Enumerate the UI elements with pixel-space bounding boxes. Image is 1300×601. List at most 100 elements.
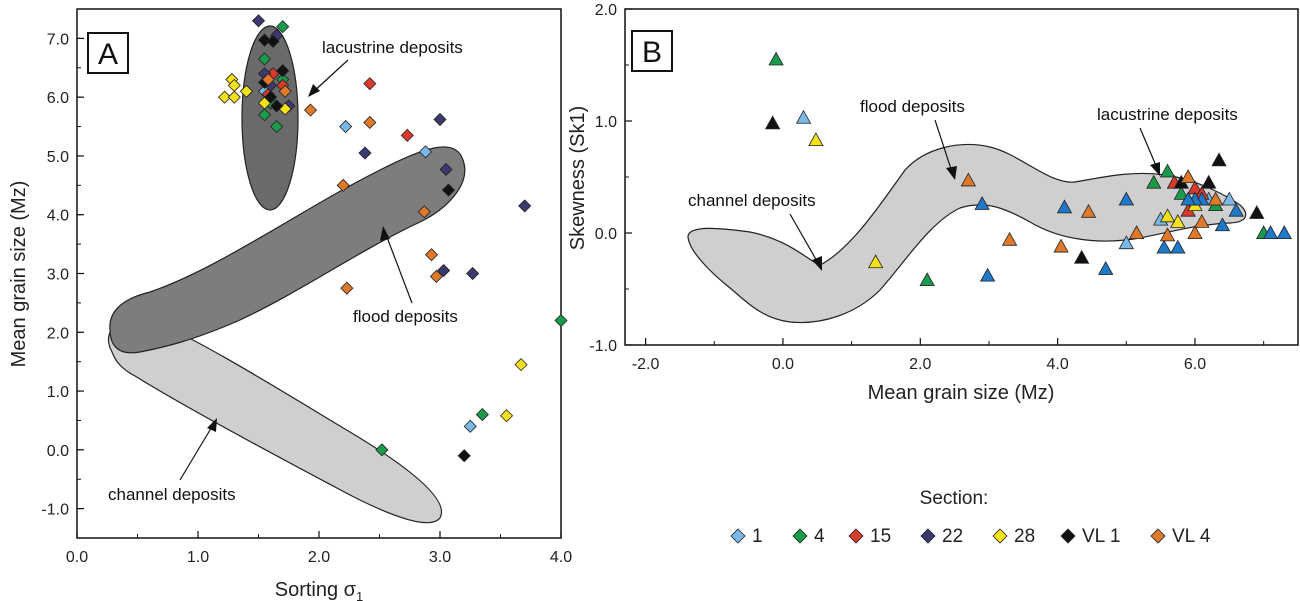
a-point-VL4-1: [363, 115, 377, 130]
b-arrowhead-channel: [812, 256, 822, 271]
a-point-VL4-2: [336, 178, 350, 192]
legend-swatch-22: [920, 528, 936, 544]
a-point-4-0: [276, 20, 290, 34]
b-xtick-label-4: 6.0: [1184, 356, 1206, 373]
b-point-VL4-4: [1128, 225, 1145, 240]
a-point-VL4-7: [278, 84, 292, 98]
b-point-VL4-2: [1053, 238, 1069, 253]
b-annot-flood: flood deposits: [860, 97, 965, 116]
b-point-blue-3: [1098, 261, 1114, 275]
a-annot-lacustrine: lacustrine deposits: [322, 38, 463, 57]
a-point-VL4-3: [417, 205, 431, 219]
a-point-4-5: [554, 313, 568, 328]
legend-swatch-4: [792, 528, 808, 544]
b-point-VL1-1: [1073, 249, 1090, 264]
b-point-VL1-3: [1249, 205, 1265, 219]
a-point-28-0: [218, 90, 232, 104]
b-arrow-flood: [934, 119, 953, 173]
b-ytick-label-1: 0.0: [595, 226, 617, 243]
a-point-VL1-3: [276, 64, 290, 78]
a-ytick-label-4: 3.0: [47, 267, 69, 284]
b-point-1-0: [795, 109, 812, 124]
a-point-VL4-8: [261, 72, 275, 87]
b-point-VL4-0: [960, 172, 977, 187]
legend-swatch-15: [848, 528, 864, 544]
b-point-blue-8: [1214, 217, 1231, 232]
a-arrow-flood: [384, 231, 413, 304]
b-annot-channel: channel deposits: [688, 191, 816, 210]
b-point-blue-0: [974, 196, 990, 210]
legend-title: Section:: [920, 488, 989, 509]
a-point-15-0: [363, 77, 377, 91]
b-point-1-4: [1118, 235, 1134, 250]
legend-label-VL4: VL 4: [1172, 526, 1211, 547]
a-point-4-6: [475, 408, 489, 422]
a-point-22-3: [433, 112, 447, 127]
b-point-blue-4: [1118, 191, 1134, 206]
b-point-VL4-1: [1001, 231, 1018, 246]
b-point-28-0: [808, 132, 824, 147]
b-ytick-label-0: -1.0: [589, 338, 617, 355]
a-ytick-label-2: 1.0: [47, 384, 69, 401]
a-point-VL4-0: [303, 103, 318, 117]
b-xtick-label-2: 2.0: [909, 356, 931, 373]
a-point-VL4-6: [340, 281, 354, 295]
a-point-VL1-4: [270, 99, 284, 113]
b-point-blue-6: [1170, 239, 1186, 254]
region-b-lacustrine-flood-channel: [687, 143, 1247, 324]
a-point-28-3: [227, 78, 241, 92]
b-point-blue-5: [1156, 239, 1172, 254]
a-point-28-4: [239, 84, 253, 98]
legend-label-15: 15: [870, 526, 891, 547]
b-annot-lacustrine: lacustrine deposits: [1097, 105, 1238, 124]
a-annot-flood: flood deposits: [353, 307, 458, 326]
a-point-28-1: [227, 90, 241, 104]
a-point-4-1: [257, 52, 272, 66]
b-xtick-label-1: 0.0: [772, 356, 794, 373]
panel-b: -2.0 0.0 2.0 4.0 6.0 -1.0 0.0 1.0 2.0 B lacustr…: [567, 2, 1299, 404]
b-point-blue-10: [1262, 225, 1279, 240]
b-point-blue-11: [1276, 225, 1292, 240]
b-point-4-3: [1146, 174, 1162, 189]
legend-label-22: 22: [942, 526, 963, 547]
a-ytick-label-0: -1.0: [41, 502, 69, 519]
a-point-22-6: [437, 263, 451, 278]
b-xlabel: Mean grain size (Mz): [868, 382, 1055, 404]
b-point-4-6: [1173, 185, 1189, 200]
a-xtick-label-1: 1.0: [187, 549, 209, 566]
b-point-VL4-6: [1187, 225, 1203, 240]
b-point-1-1: [1221, 191, 1238, 206]
panel-a-label: A: [98, 38, 118, 71]
a-point-4-3: [257, 108, 272, 122]
a-xtick-label-2: 2.0: [308, 549, 330, 566]
b-point-VL4-3: [1080, 203, 1097, 218]
a-arrowhead-channel: [207, 418, 217, 432]
a-arrow-lacustrine: [311, 59, 349, 94]
b-point-VL4-9: [1194, 213, 1210, 228]
a-ytick-label-6: 5.0: [47, 149, 69, 166]
a-point-22-0: [251, 14, 266, 28]
a-point-VL4-5: [429, 269, 443, 284]
legend-swatch-28: [992, 528, 1008, 544]
b-point-4-0: [768, 51, 784, 66]
b-ylabel: Skewness (Sk1): [567, 106, 589, 251]
b-xtick-label-0: -2.0: [632, 356, 660, 373]
b-arrow-channel: [789, 213, 819, 264]
b-arrow-lacustrine: [1139, 127, 1158, 169]
a-point-22-7: [466, 266, 480, 281]
b-point-4-2: [1159, 163, 1176, 178]
a-points-group: [218, 14, 568, 463]
b-arrowhead-lacustrine: [1150, 162, 1160, 176]
b-point-28-1: [867, 254, 884, 269]
a-point-VL1-6: [457, 449, 471, 463]
b-point-VL4-8: [1180, 169, 1196, 184]
a-point-4-7: [375, 443, 389, 457]
b-ytick-label-2: 1.0: [595, 114, 617, 131]
b-point-VL1-0: [764, 115, 781, 130]
b-point-blue-9: [1228, 202, 1244, 217]
a-ytick-label-7: 6.0: [47, 90, 69, 107]
a-point-1-0: [339, 119, 353, 134]
b-point-4-1: [919, 272, 935, 287]
a-xtick-label-3: 3.0: [429, 549, 451, 566]
a-point-22-5: [518, 199, 532, 213]
